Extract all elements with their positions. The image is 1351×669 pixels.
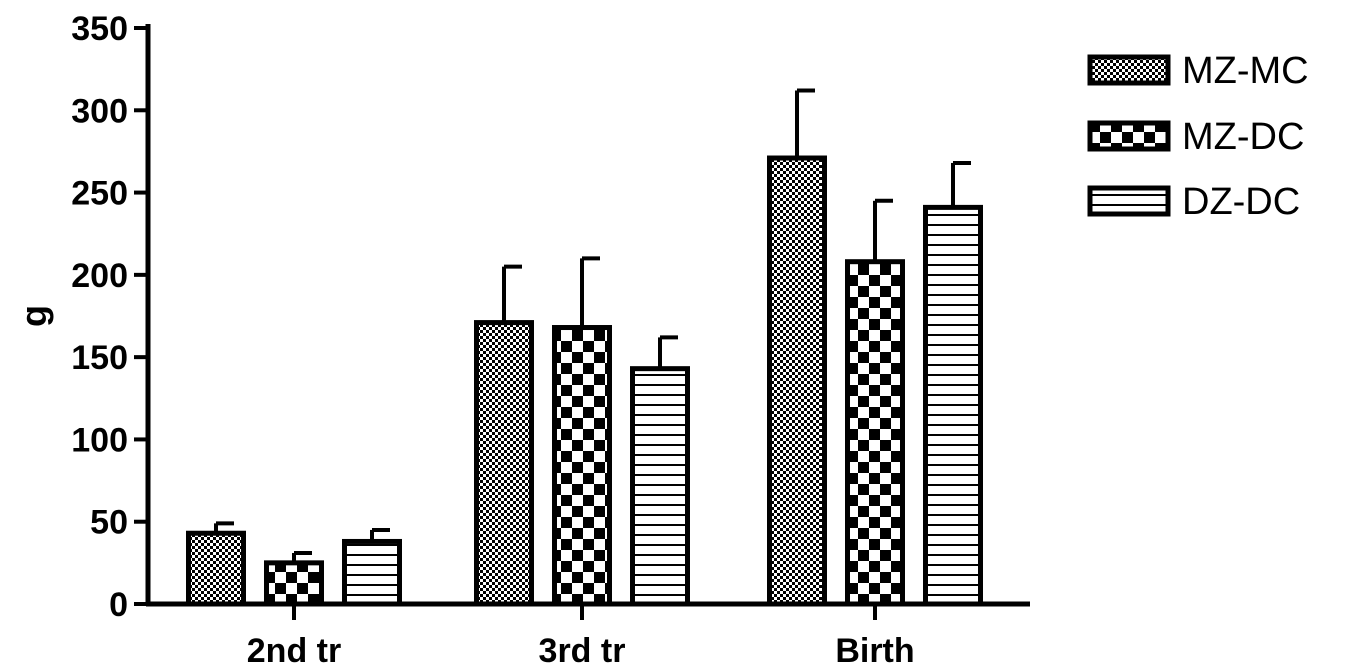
bar-mz-dc [845, 259, 905, 607]
bar-mz-dc [552, 325, 612, 607]
bar-mz-mc [474, 320, 534, 607]
y-tick-label: 0 [109, 586, 128, 624]
x-tick-label: 3rd tr [539, 632, 626, 669]
bar-dz-dc [342, 538, 402, 607]
bar-mz-dc [264, 560, 324, 607]
x-tick-label: 2nd tr [247, 632, 341, 669]
y-tick-label: 300 [71, 92, 128, 130]
legend: MZ-MC MZ-DC DZ-DC [1087, 50, 1309, 223]
y-tick-label: 50 [90, 504, 128, 542]
bar-mz-mc [186, 530, 246, 607]
y-tick-label: 100 [71, 421, 128, 459]
plot-area: 0 50 100 150 200 250 300 350 g 2nd tr 3rd tr Birth [13, 10, 1030, 669]
y-axis-title: g [13, 305, 54, 327]
bar-dz-dc [923, 204, 983, 607]
y-tick-label: 350 [71, 10, 128, 48]
legend-swatch-mz-dc [1087, 120, 1171, 152]
x-tick-label: Birth [835, 632, 914, 669]
legend-label: DZ-DC [1182, 181, 1300, 223]
legend-label: MZ-DC [1182, 116, 1304, 158]
y-tick-label: 200 [71, 257, 128, 295]
y-tick-label: 250 [71, 175, 128, 213]
y-tick-label: 150 [71, 339, 128, 377]
bar-mz-mc [767, 155, 827, 607]
legend-swatch-mz-mc [1087, 54, 1171, 86]
bar-dz-dc [630, 366, 690, 607]
legend-swatch-dz-dc [1087, 185, 1171, 217]
legend-label: MZ-MC [1182, 50, 1309, 92]
